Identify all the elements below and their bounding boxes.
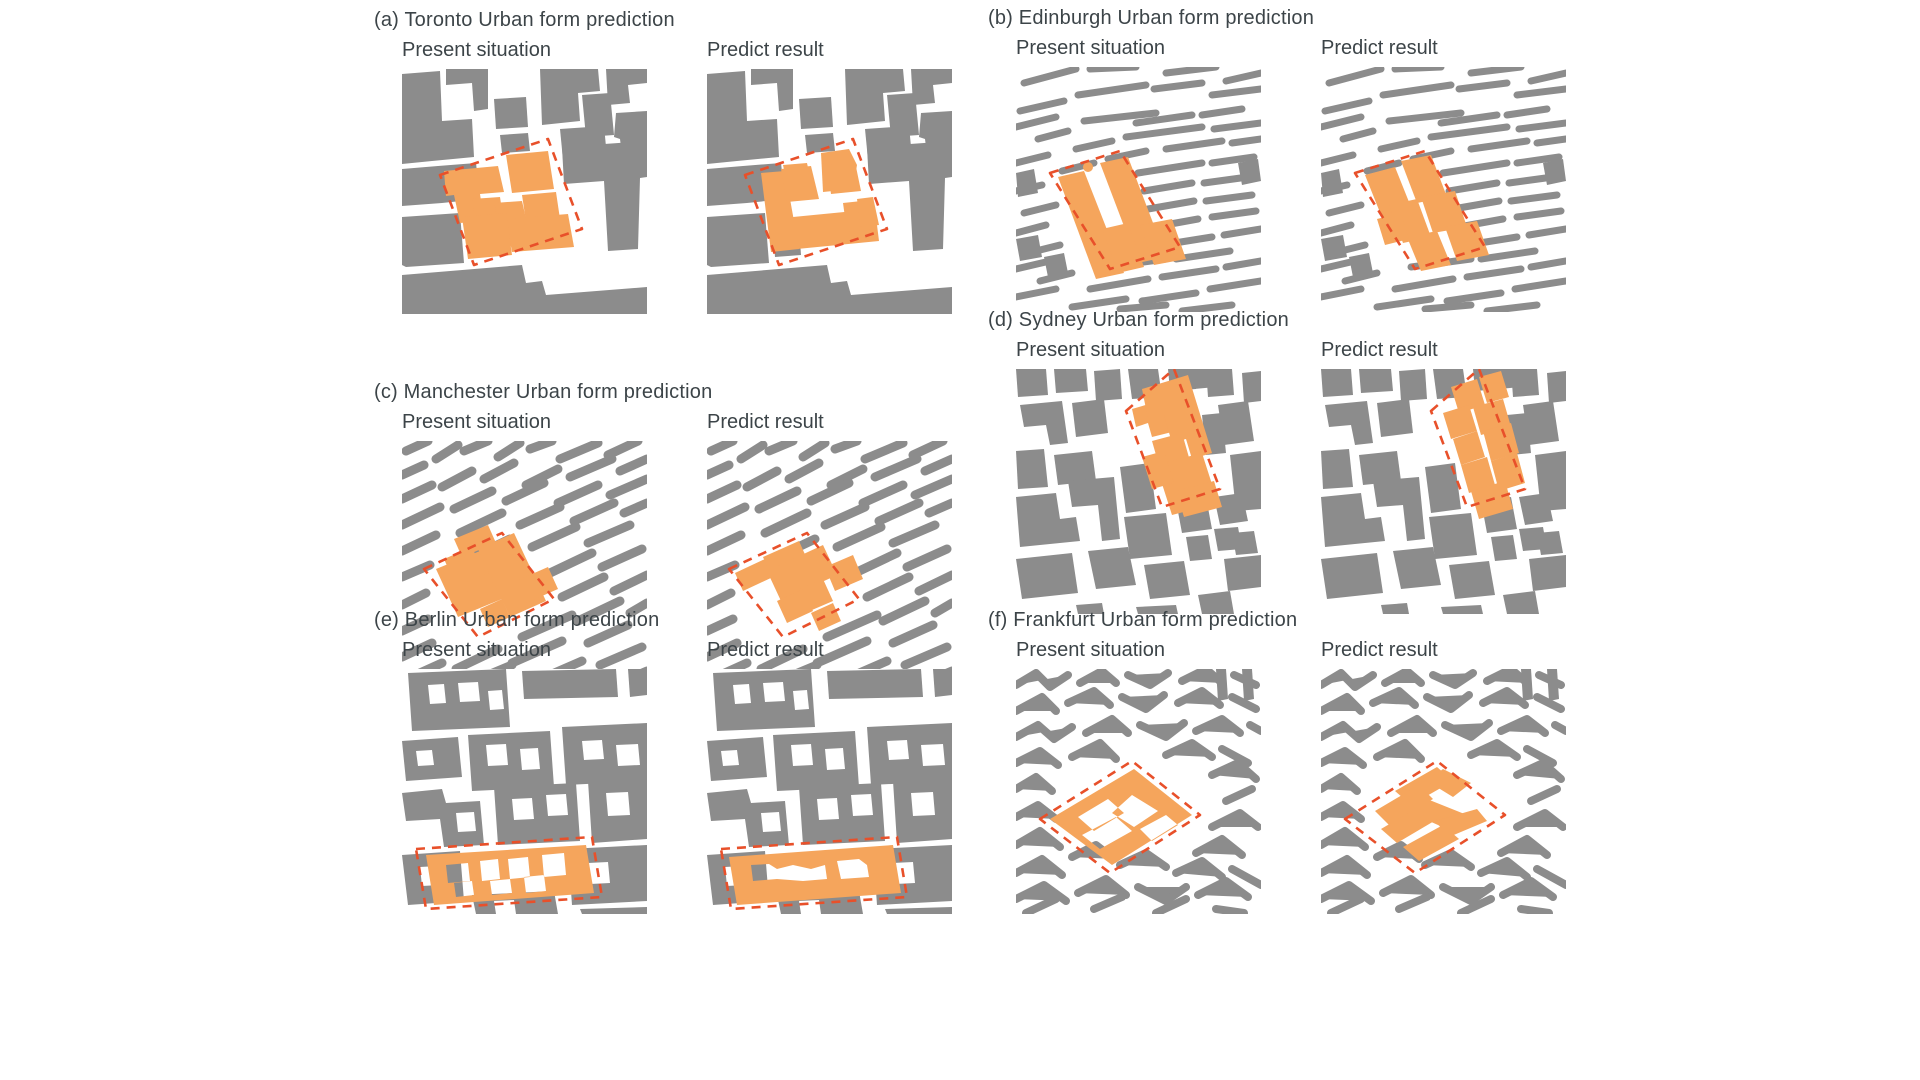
panel-c-predict: Predict result [707, 412, 952, 686]
panel-c-manchester: (c) Manchester Urban form prediction Pre… [374, 381, 952, 686]
panel-d-sydney: (d) Sydney Urban form prediction Present… [988, 309, 1566, 614]
panel-f-predict: Predict result [1321, 640, 1566, 914]
panel-a-present: Present situation [402, 40, 647, 314]
panel-e-present: Present situation [402, 640, 647, 914]
panel-b-present-title: Present situation [1016, 37, 1165, 59]
panel-b-present-map[interactable] [1016, 67, 1261, 312]
panel-e-present-map[interactable] [402, 669, 647, 914]
panel-b-edinburgh: (b) Edinburgh Urban form prediction Pres… [988, 7, 1566, 312]
panel-d-predict-map[interactable] [1321, 369, 1566, 614]
panel-c-predict-title: Predict result [707, 411, 824, 433]
panel-d-present-map[interactable] [1016, 369, 1261, 614]
panel-e-predict-title: Predict result [707, 639, 824, 661]
panel-e-present-title: Present situation [402, 639, 551, 661]
panel-f-present-map[interactable] [1016, 669, 1261, 914]
panel-c-present: Present situation [402, 412, 647, 686]
panel-b-predict-map[interactable] [1321, 67, 1566, 312]
panel-a-present-map[interactable] [402, 69, 647, 314]
panel-f-present-title: Present situation [1016, 639, 1165, 661]
panel-d-predict-title: Predict result [1321, 339, 1438, 361]
panel-e-caption: (e) Berlin Urban form prediction [374, 609, 660, 631]
panel-f-predict-map[interactable] [1321, 669, 1566, 914]
panel-d-present-title: Present situation [1016, 339, 1165, 361]
panel-c-present-map[interactable] [402, 441, 647, 686]
panel-b-caption: (b) Edinburgh Urban form prediction [988, 7, 1315, 29]
panel-a-predict: Predict result [707, 40, 952, 314]
panel-e-predict-map[interactable] [707, 669, 952, 914]
panel-f-predict-title: Predict result [1321, 639, 1438, 661]
panel-c-predict-map[interactable] [707, 441, 952, 686]
panel-d-predict: Predict result [1321, 340, 1566, 614]
panel-f-present: Present situation [1016, 640, 1261, 914]
panel-c-present-title: Present situation [402, 411, 551, 433]
panel-a-caption: (a) Toronto Urban form prediction [374, 9, 675, 31]
panel-b-predict-title: Predict result [1321, 37, 1438, 59]
panel-a-predict-title: Predict result [707, 39, 824, 61]
panel-d-present: Present situation [1016, 340, 1261, 614]
panel-d-caption: (d) Sydney Urban form prediction [988, 309, 1289, 331]
panel-a-toronto: (a) Toronto Urban form prediction Presen… [374, 9, 952, 314]
panel-e-berlin: (e) Berlin Urban form prediction Present… [374, 609, 952, 914]
panel-e-predict: Predict result [707, 640, 952, 914]
panel-a-predict-map[interactable] [707, 69, 952, 314]
panel-f-caption: (f) Frankfurt Urban form prediction [988, 609, 1298, 631]
panel-f-frankfurt: (f) Frankfurt Urban form prediction Pres… [988, 609, 1566, 914]
panel-b-predict: Predict result [1321, 38, 1566, 312]
panel-b-present: Present situation [1016, 38, 1261, 312]
panel-a-present-title: Present situation [402, 39, 551, 61]
panel-c-caption: (c) Manchester Urban form prediction [374, 381, 713, 403]
